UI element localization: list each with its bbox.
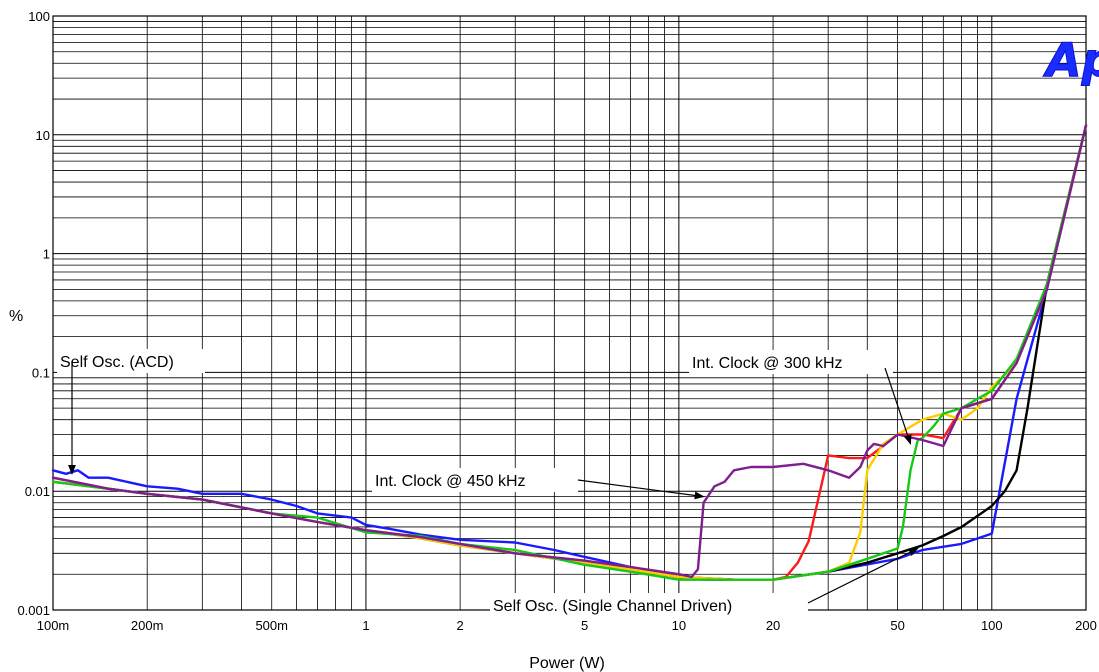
y-axis-label: %: [9, 308, 23, 325]
annotation-text: Int. Clock @ 450 kHz: [375, 473, 526, 490]
annotation-box: [490, 593, 808, 617]
y-tick-label: 10: [36, 128, 50, 143]
plot-background: [53, 16, 1086, 610]
x-tick-label: 20: [766, 618, 780, 633]
x-tick-label: 5: [581, 618, 588, 633]
y-tick-label: 1: [43, 247, 50, 262]
y-tick-label: 100: [28, 9, 50, 24]
x-tick-label: 1: [362, 618, 369, 633]
y-tick-label: 0.1: [32, 365, 50, 380]
x-tick-label: 50: [890, 618, 904, 633]
annotation-box: [372, 468, 578, 492]
x-tick-label: 100: [981, 618, 1003, 633]
annotations: Self Osc. (ACD) Int. Clock @ 300 kHz Int. …: [57, 349, 919, 617]
annotation-text: Self Osc. (Single Channel Driven): [493, 598, 732, 615]
x-axis-label: Power (W): [529, 655, 605, 672]
ap-logo: Ap: [1043, 33, 1099, 87]
tick-labels: 100m 200m 500m 1 2 5 10 20 50 100 200 100 10 1 0.1 0.01…: [17, 9, 1096, 633]
x-tick-label: 500m: [255, 618, 288, 633]
y-tick-label: 0.001: [17, 603, 50, 618]
series-line-6: [51, 124, 1088, 579]
grid-lines: [52, 15, 1087, 611]
annotation-box: [57, 349, 205, 373]
annotation-arrow: [884, 367, 912, 445]
x-tick-label: 10: [672, 618, 686, 633]
annotation-text: Self Osc. (ACD): [60, 354, 174, 371]
x-tick-label: 200: [1075, 618, 1097, 633]
annotation-box: [689, 350, 893, 374]
x-tick-label: 2: [457, 618, 464, 633]
x-tick-label: 100m: [37, 618, 70, 633]
annotation-arrow: [807, 547, 919, 604]
x-tick-label: 200m: [131, 618, 164, 633]
annotation-text: Int. Clock @ 300 kHz: [692, 355, 843, 372]
y-tick-label: 0.01: [25, 484, 50, 499]
annotation-arrow: [577, 479, 705, 500]
